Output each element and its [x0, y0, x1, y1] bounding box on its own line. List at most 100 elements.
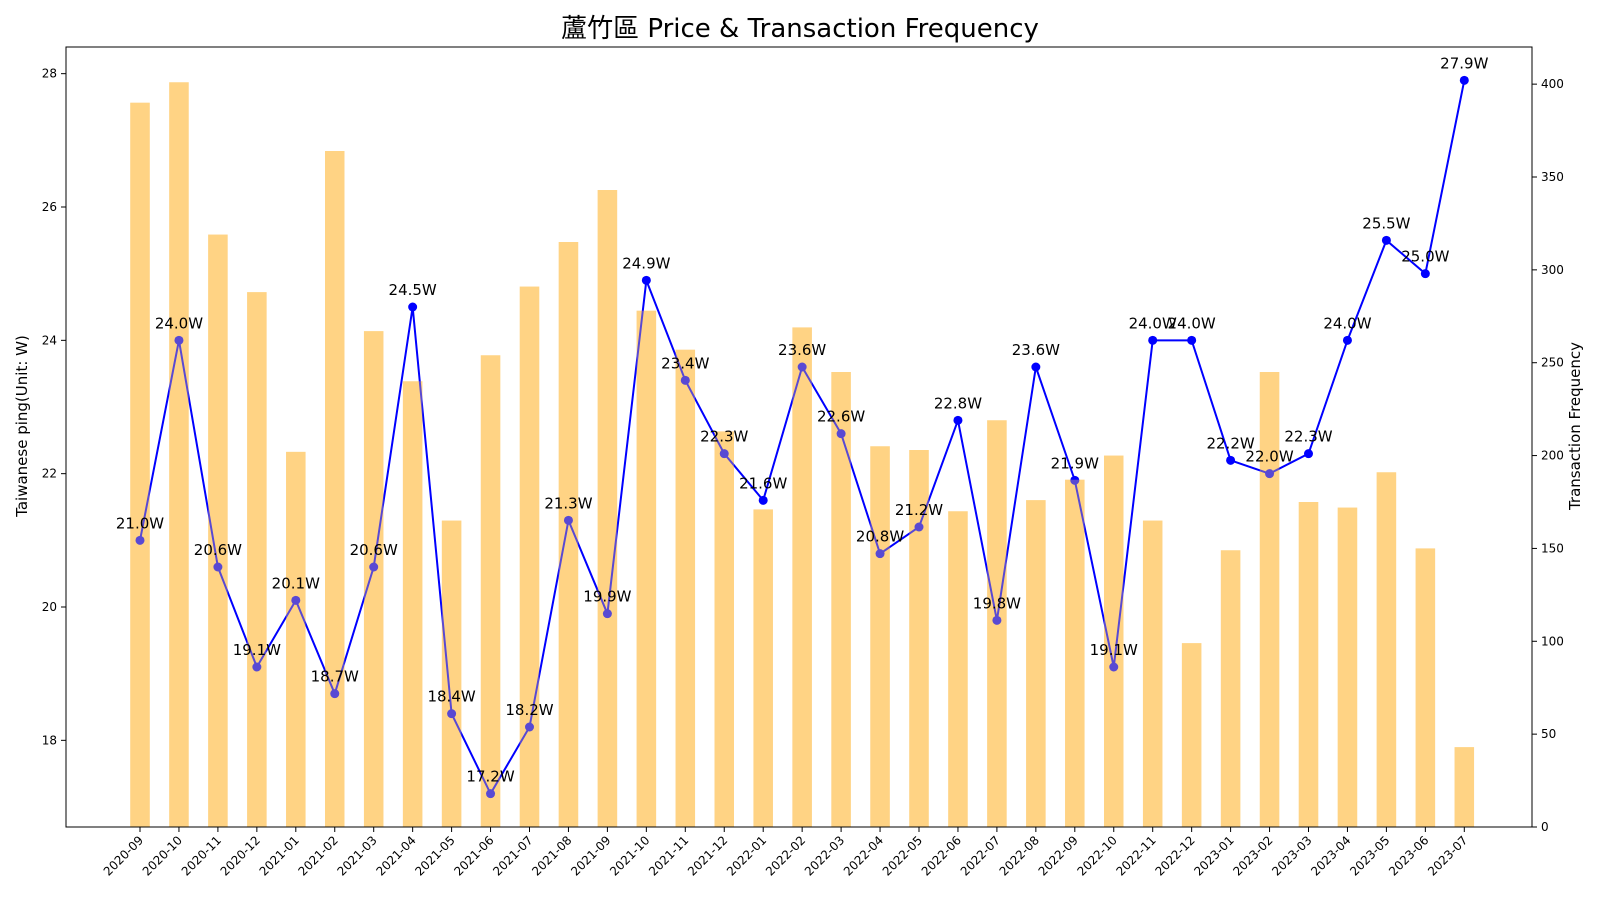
- bar-overlay-2022-04: [870, 446, 890, 827]
- bar-overlay-2023-01: [1220, 550, 1241, 827]
- data-label-2023-04: 24.0W: [1323, 314, 1371, 332]
- bar-overlay-2021-02: [325, 151, 345, 827]
- data-label-2021-10: 24.9W: [622, 254, 670, 272]
- price-point-2021-04: [408, 302, 418, 312]
- price-point-2023-05: [1381, 235, 1391, 245]
- x-tick-label: 2021-07: [490, 833, 535, 878]
- bar-2022-06: [948, 511, 968, 827]
- bar-2022-01: [753, 509, 773, 827]
- bar-overlay-2022-11: [1142, 520, 1163, 827]
- line-layer: [130, 75, 1475, 828]
- data-label-2020-11: 20.6W: [194, 541, 242, 559]
- bar-overlay-2021-06: [480, 355, 501, 827]
- data-label-2021-08: 21.3W: [544, 494, 592, 512]
- x-tick-label: 2021-08: [529, 833, 574, 878]
- bar-overlay-2022-10: [1104, 455, 1124, 827]
- bar-2022-02: [792, 327, 812, 827]
- bar-2021-07: [519, 286, 540, 828]
- x-tick-label: 2022-10: [1075, 833, 1120, 878]
- data-label-2021-02: 18.7W: [311, 668, 359, 686]
- labels-layer: 21.0W 24.0W 20.6W 19.1W 20.1W 18.7W 20.6W 24.5W…: [116, 54, 1489, 785]
- price-point-2022-09: [1070, 475, 1080, 485]
- data-label-2022-02: 23.6W: [778, 341, 826, 359]
- bar-overlay-2020-10: [169, 82, 189, 828]
- right-tick-label: 200: [1541, 449, 1564, 463]
- right-tick-label: 100: [1541, 634, 1564, 648]
- price-point-2021-03: [369, 562, 379, 572]
- price-point-2020-09: [135, 535, 145, 545]
- bar-2021-04: [402, 381, 423, 827]
- data-label-2022-08: 23.6W: [1012, 341, 1060, 359]
- price-point-2021-09: [602, 609, 612, 619]
- x-tick-label: 2022-08: [997, 833, 1042, 878]
- data-label-2020-09: 21.0W: [116, 514, 164, 532]
- bar-overlay-2022-03: [831, 372, 851, 827]
- price-point-2022-08: [1031, 362, 1041, 372]
- price-point-2023-01: [1226, 455, 1236, 465]
- price-point-2022-02: [797, 362, 807, 372]
- price-point-2021-01: [291, 595, 301, 605]
- bar-2023-06: [1415, 548, 1436, 827]
- data-label-2023-01: 22.2W: [1206, 434, 1254, 452]
- bar-overlay-2022-02: [792, 327, 812, 827]
- bar-2022-05: [909, 450, 929, 827]
- data-label-2021-09: 19.9W: [583, 588, 631, 606]
- x-tick-label: 2022-11: [1113, 833, 1158, 878]
- price-point-2022-07: [992, 615, 1002, 625]
- bar-2022-09: [1065, 479, 1085, 827]
- x-tick-label: 2023-05: [1347, 833, 1392, 878]
- bar-2020-11: [208, 234, 228, 828]
- bar-2021-05: [441, 520, 462, 827]
- data-label-2023-07: 27.9W: [1440, 54, 1488, 72]
- data-label-2021-01: 20.1W: [272, 574, 320, 592]
- data-label-2022-10: 19.1W: [1090, 641, 1138, 659]
- x-tick-label: 2022-01: [724, 833, 769, 878]
- bar-overlay-2021-08: [558, 242, 579, 827]
- bar-overlay-2021-04: [402, 381, 423, 827]
- bar-overlay-2022-07: [987, 420, 1007, 827]
- price-point-2023-03: [1304, 449, 1313, 459]
- bar-overlay-2023-05: [1376, 472, 1397, 827]
- bar-overlay-2021-05: [441, 520, 462, 827]
- x-tick-label: 2021-11: [646, 833, 691, 878]
- chart-title: 蘆竹區 Price & Transaction Frequency: [561, 14, 1039, 44]
- left-y-axis-label: Taiwanese ping(Unit: W): [13, 335, 31, 518]
- x-tick-label: 2021-04: [373, 833, 418, 878]
- price-point-2020-12: [252, 662, 262, 672]
- x-tick-label: 2022-06: [919, 833, 964, 878]
- data-label-2022-03: 22.6W: [817, 408, 865, 426]
- bar-overlay-2023-04: [1337, 507, 1358, 827]
- data-label-2022-04: 20.8W: [856, 528, 904, 546]
- bar-overlay-2021-03: [363, 331, 384, 827]
- x-tick-label: 2023-06: [1386, 833, 1431, 878]
- x-tick-label: 2021-12: [685, 833, 730, 878]
- data-label-2020-10: 24.0W: [155, 314, 203, 332]
- right-tick-label: 50: [1541, 727, 1556, 741]
- bar-2022-12: [1181, 643, 1202, 827]
- price-point-2021-10: [641, 275, 651, 285]
- bar-2021-06: [480, 355, 501, 827]
- left-tick-label: 22: [42, 467, 57, 481]
- x-tick-label: 2022-04: [841, 833, 886, 878]
- bar-overlay-2022-12: [1181, 643, 1202, 827]
- data-label-2020-12: 19.1W: [233, 641, 281, 659]
- bar-overlay-2022-01: [753, 509, 773, 827]
- right-tick-label: 250: [1541, 356, 1564, 370]
- x-tick-label: 2021-03: [334, 833, 379, 878]
- bar-2022-10: [1104, 455, 1124, 827]
- x-tick-label: 2022-12: [1152, 833, 1197, 878]
- bar-2023-02: [1259, 372, 1280, 827]
- left-tick-label: 20: [42, 600, 57, 614]
- x-tick-label: 2021-01: [257, 833, 302, 878]
- x-tick-label: 2021-06: [451, 833, 496, 878]
- x-tick-label: 2021-09: [568, 833, 613, 878]
- bar-overlay-2020-09: [130, 102, 150, 827]
- x-tick-label: 2021-02: [296, 833, 341, 878]
- bar-overlay-2020-12: [247, 292, 267, 828]
- bar-2020-12: [247, 292, 267, 828]
- data-label-2021-04: 24.5W: [389, 281, 437, 299]
- x-tick-label: 2023-07: [1425, 833, 1470, 878]
- bar-2021-10: [636, 310, 657, 827]
- bar-2023-03: [1298, 502, 1319, 827]
- bar-2023-04: [1337, 507, 1358, 827]
